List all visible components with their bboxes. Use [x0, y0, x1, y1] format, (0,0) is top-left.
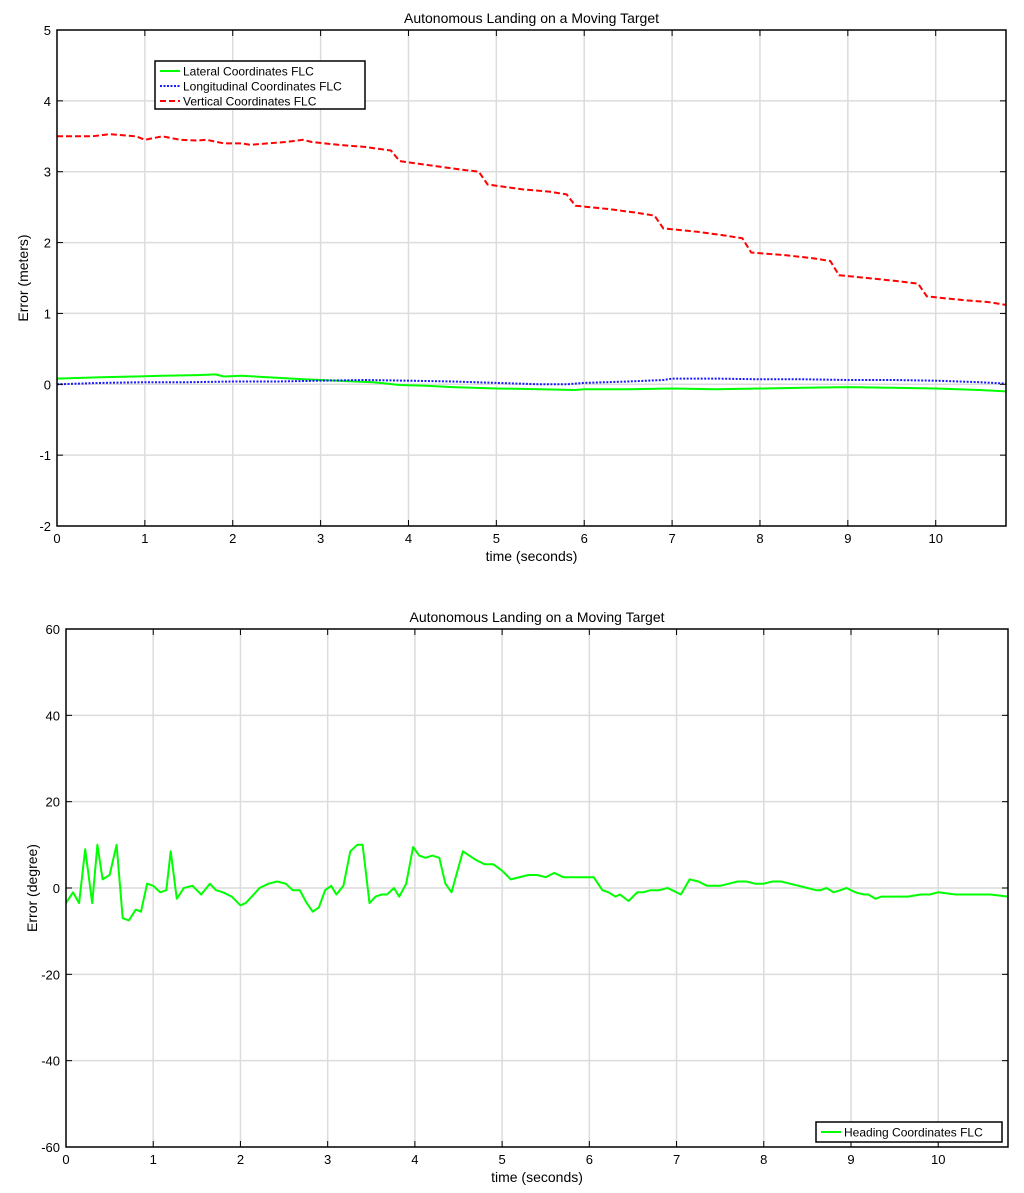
chart-title: Autonomous Landing on a Moving Target	[404, 10, 659, 26]
x-tick-label: 8	[756, 531, 763, 546]
axes-box	[56, 29, 1007, 527]
x-tick-label: 10	[928, 531, 942, 546]
y-tick-label: 60	[46, 622, 60, 637]
grid	[57, 30, 1006, 526]
y-tick-label: 20	[46, 795, 60, 810]
x-tick-label: 5	[493, 531, 500, 546]
grid	[66, 629, 1008, 1147]
x-tick-label: 7	[668, 531, 675, 546]
x-tick-label: 2	[229, 531, 236, 546]
y-tick-label: -2	[39, 519, 51, 534]
series-line-2	[57, 133, 1007, 306]
y-tick-label: 5	[44, 23, 51, 38]
x-tick-label: 1	[150, 1152, 157, 1167]
y-axis-label: Error (meters)	[15, 234, 31, 321]
x-tick-label: 6	[581, 531, 588, 546]
x-tick-label: 6	[586, 1152, 593, 1167]
y-tick-label: 40	[46, 708, 60, 723]
x-tick-label: 9	[847, 1152, 854, 1167]
y-axis-label: Error (degree)	[24, 844, 40, 932]
y-tick-label: 4	[44, 94, 51, 109]
x-axis-label: time (seconds)	[491, 1169, 583, 1185]
x-tick-label: 2	[237, 1152, 244, 1167]
y-tick-label: 0	[44, 377, 51, 392]
chart-0: 0 1 2 3 4 5 6 7 8 9 10 -2 -1 0 1 2 3 4 5 Autonomous Landing…	[15, 10, 1007, 564]
y-tick-label: -20	[41, 967, 60, 982]
legend-entry-0: Lateral Coordinates FLC	[183, 65, 314, 79]
series-line-0	[56, 373, 1007, 393]
x-tick-label: 7	[673, 1152, 680, 1167]
x-tick-label: 3	[317, 531, 324, 546]
series-line-1	[56, 377, 1007, 386]
x-tick-label: 1	[141, 531, 148, 546]
chart-1: 0 1 2 3 4 5 6 7 8 9 10 -60 -40 -20 0 20 40 60 Autonomous L…	[24, 609, 1009, 1185]
x-tick-label: 10	[931, 1152, 945, 1167]
x-tick-label: 0	[53, 531, 60, 546]
legend-box	[815, 1121, 1003, 1143]
y-tick-label: 0	[53, 881, 60, 896]
series-line-0	[65, 843, 1009, 922]
y-tick-label: 3	[44, 165, 51, 180]
x-tick-label: 4	[405, 531, 412, 546]
y-tick-label: -40	[41, 1054, 60, 1069]
x-tick-label: 4	[411, 1152, 418, 1167]
x-tick-label: 0	[62, 1152, 69, 1167]
x-tick-label: 5	[498, 1152, 505, 1167]
legend-entry-1: Longitudinal Coordinates FLC	[183, 80, 342, 94]
x-tick-label: 3	[324, 1152, 331, 1167]
y-tick-label: -1	[39, 448, 51, 463]
y-tick-label: -60	[41, 1140, 60, 1155]
x-tick-label: 8	[760, 1152, 767, 1167]
legend: Heading Coordinates FLC	[815, 1121, 1003, 1143]
y-tick-label: 1	[44, 306, 51, 321]
y-tick-label: 2	[44, 236, 51, 251]
legend-entry-2: Vertical Coordinates FLC	[183, 95, 317, 109]
legend-entry-0: Heading Coordinates FLC	[844, 1126, 983, 1140]
x-axis-label: time (seconds)	[486, 548, 578, 564]
x-tick-label: 9	[844, 531, 851, 546]
legend-box	[154, 60, 366, 110]
chart-title: Autonomous Landing on a Moving Target	[409, 609, 664, 625]
